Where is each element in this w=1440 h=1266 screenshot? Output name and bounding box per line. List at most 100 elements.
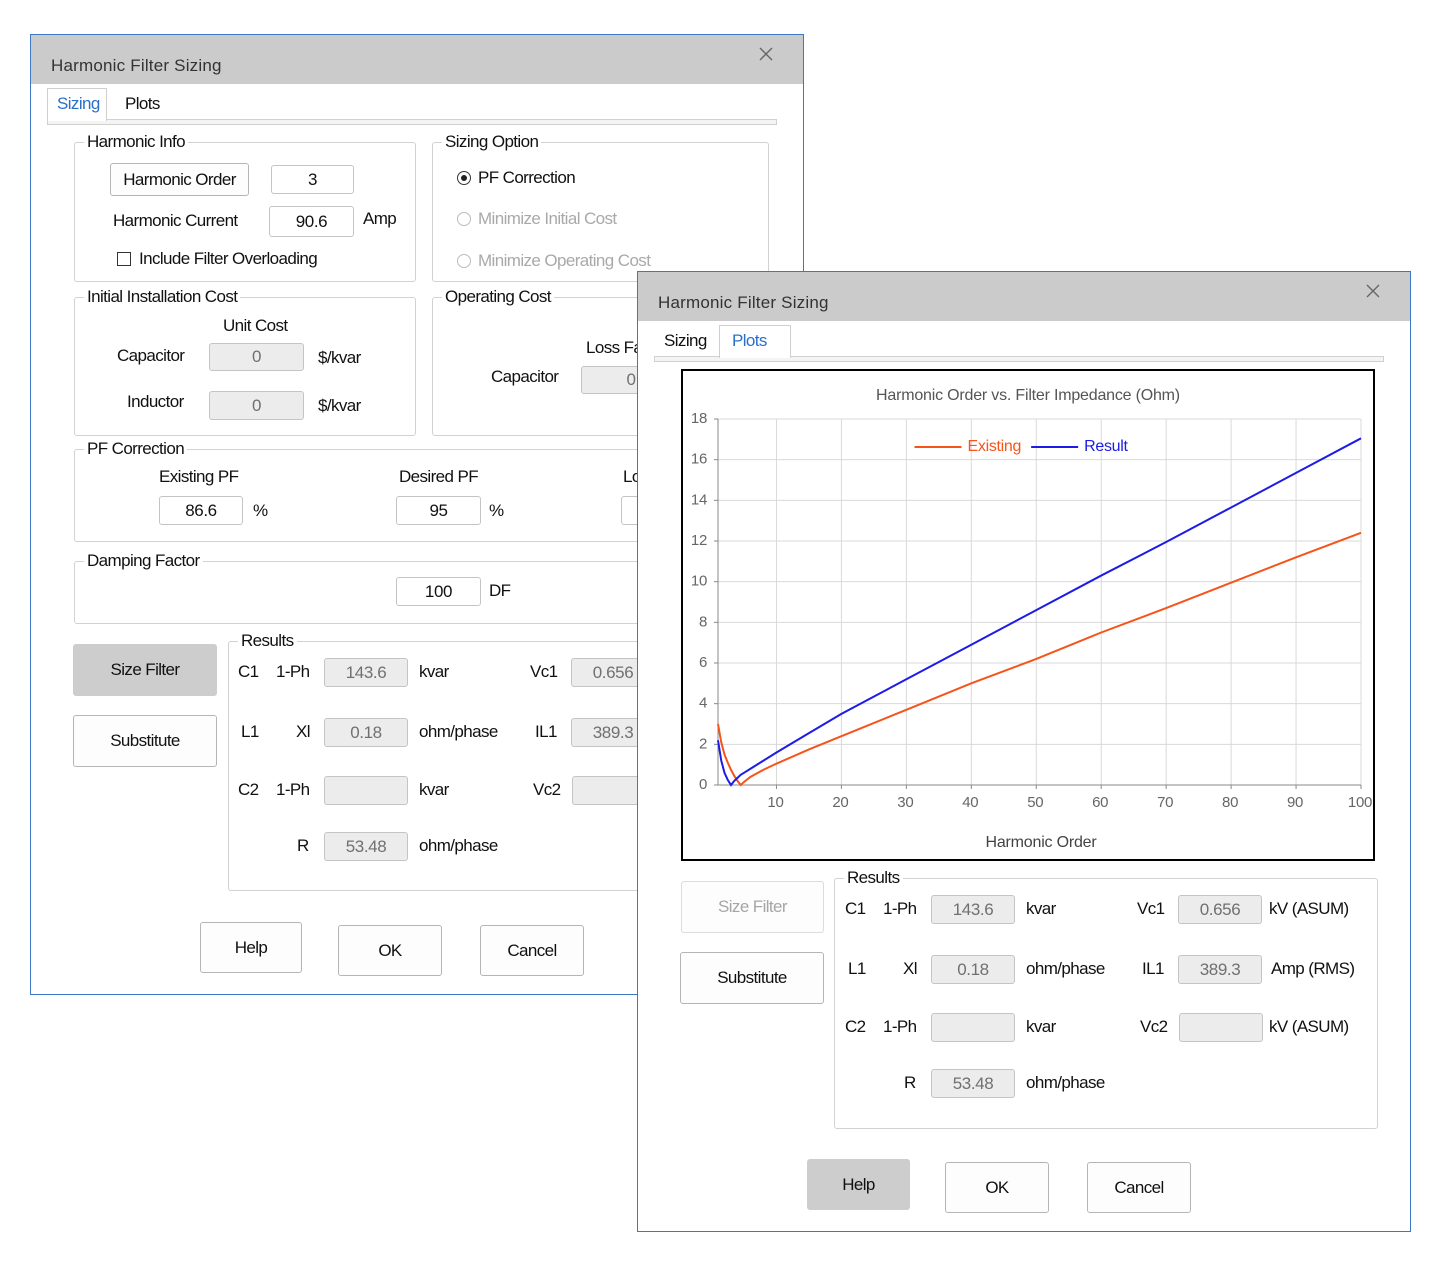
- tab-label[interactable]: Sizing: [664, 331, 707, 350]
- label: Vc1: [530, 662, 558, 681]
- label: $/kvar: [318, 348, 361, 367]
- text-field[interactable]: 90.6: [269, 206, 354, 237]
- group-title: Operating Cost: [442, 287, 554, 307]
- group-title: Harmonic Info: [84, 132, 189, 152]
- radio-button[interactable]: [457, 254, 471, 268]
- label: Vc2: [533, 780, 561, 799]
- label: Xl: [903, 959, 918, 978]
- label: %: [489, 501, 504, 520]
- legend-label: Result: [1084, 438, 1128, 455]
- label: Amp (RMS): [1271, 959, 1355, 978]
- button[interactable]: OK: [945, 1162, 1049, 1213]
- title-bar: [638, 272, 1410, 321]
- x-tick-label: 60: [1092, 794, 1108, 811]
- text-field[interactable]: 53.48: [931, 1069, 1015, 1098]
- label: kvar: [419, 662, 449, 681]
- text-field[interactable]: 389.3: [1178, 955, 1262, 984]
- radio-label: Minimize Operating Cost: [478, 251, 651, 270]
- radio-button[interactable]: [457, 212, 471, 226]
- x-tick-label: 100: [1348, 794, 1372, 811]
- label: Capacitor: [117, 346, 185, 365]
- title-bar: [31, 35, 803, 84]
- y-tick-label: 2: [699, 735, 707, 752]
- label: R: [904, 1073, 916, 1092]
- close-icon: [1366, 284, 1380, 298]
- button[interactable]: Cancel: [1087, 1162, 1191, 1213]
- x-tick-label: 80: [1222, 794, 1238, 811]
- chart: 0 2 4 6 8 10 12 14 16 18 10 20 30 40 50 60 70 80 90 100 Harm…: [681, 369, 1375, 861]
- label: R: [297, 836, 309, 855]
- text-field[interactable]: [931, 1013, 1015, 1042]
- checkbox-label: Include Filter Overloading: [139, 249, 318, 268]
- button[interactable]: Substitute: [680, 952, 824, 1004]
- group-title: Results: [844, 868, 903, 888]
- group-title: PF Correction: [84, 439, 188, 459]
- label: ohm/phase: [1026, 1073, 1105, 1092]
- label: Desired PF: [399, 467, 479, 486]
- text-field[interactable]: 100: [396, 577, 481, 606]
- button[interactable]: Size Filter: [73, 644, 217, 696]
- close-button[interactable]: [1365, 283, 1381, 299]
- label: Lo: [623, 467, 641, 486]
- label: 1-Ph: [883, 899, 917, 918]
- group-box: [74, 142, 416, 282]
- group-title: Damping Factor: [84, 551, 203, 571]
- button[interactable]: Help: [807, 1159, 910, 1210]
- text-field[interactable]: 0.18: [324, 718, 408, 747]
- tab-label[interactable]: Plots: [125, 94, 160, 113]
- label: 1-Ph: [883, 1017, 917, 1036]
- text-field[interactable]: [324, 776, 408, 805]
- button[interactable]: Cancel: [480, 925, 584, 976]
- button[interactable]: Substitute: [73, 715, 217, 767]
- x-tick-label: 70: [1157, 794, 1173, 811]
- group-title: Sizing Option: [442, 132, 542, 152]
- x-tick-label: 10: [767, 794, 783, 811]
- tab-panel-line: [47, 119, 777, 125]
- button[interactable]: Harmonic Order: [110, 163, 249, 196]
- label: kV (ASUM): [1269, 899, 1349, 918]
- label: Capacitor: [491, 367, 559, 386]
- text-field[interactable]: 86.6: [159, 496, 243, 525]
- text-field[interactable]: 143.6: [931, 895, 1015, 924]
- button[interactable]: OK: [338, 925, 442, 976]
- y-tick-label: 18: [691, 410, 707, 427]
- text-field[interactable]: 53.48: [324, 832, 408, 861]
- label: Vc2: [1140, 1017, 1168, 1036]
- tab-label[interactable]: Sizing: [57, 94, 100, 113]
- text-field[interactable]: 95: [396, 496, 481, 525]
- text-field[interactable]: 0.656: [1178, 895, 1262, 924]
- label: C1: [238, 662, 259, 681]
- y-tick-label: 0: [699, 776, 707, 793]
- text-field[interactable]: 3: [271, 165, 354, 194]
- group-box: [432, 142, 769, 282]
- label: kV (ASUM): [1269, 1017, 1349, 1036]
- label: IL1: [1142, 959, 1164, 978]
- label: Loss Fa: [586, 338, 643, 357]
- close-button[interactable]: [758, 46, 774, 62]
- text-field[interactable]: 143.6: [324, 658, 408, 687]
- label: Vc1: [1137, 899, 1165, 918]
- button[interactable]: Help: [200, 922, 302, 973]
- x-tick-label: 90: [1287, 794, 1303, 811]
- label: 1-Ph: [276, 780, 310, 799]
- label: DF: [489, 581, 511, 600]
- radio-label: Minimize Initial Cost: [478, 209, 617, 228]
- x-tick-label: 50: [1027, 794, 1043, 811]
- selected-tab: [719, 325, 791, 358]
- dialog-title: Harmonic Filter Sizing: [51, 56, 222, 75]
- radio-button[interactable]: [457, 171, 471, 185]
- label: kvar: [419, 780, 449, 799]
- y-tick-label: 8: [699, 613, 707, 630]
- text-field[interactable]: [1179, 1013, 1263, 1042]
- text-field[interactable]: 0: [209, 391, 304, 420]
- text-field[interactable]: 0.18: [931, 955, 1015, 984]
- dialog: Harmonic Filter Sizing Sizing Plots Results…: [637, 271, 1411, 1232]
- tab-label[interactable]: Plots: [732, 331, 767, 350]
- y-tick-label: 4: [699, 695, 707, 712]
- checkbox[interactable]: [117, 252, 131, 266]
- radio-label: PF Correction: [478, 168, 576, 187]
- label: Amp: [363, 209, 397, 228]
- x-tick-label: 20: [832, 794, 848, 811]
- text-field[interactable]: 0: [209, 343, 304, 371]
